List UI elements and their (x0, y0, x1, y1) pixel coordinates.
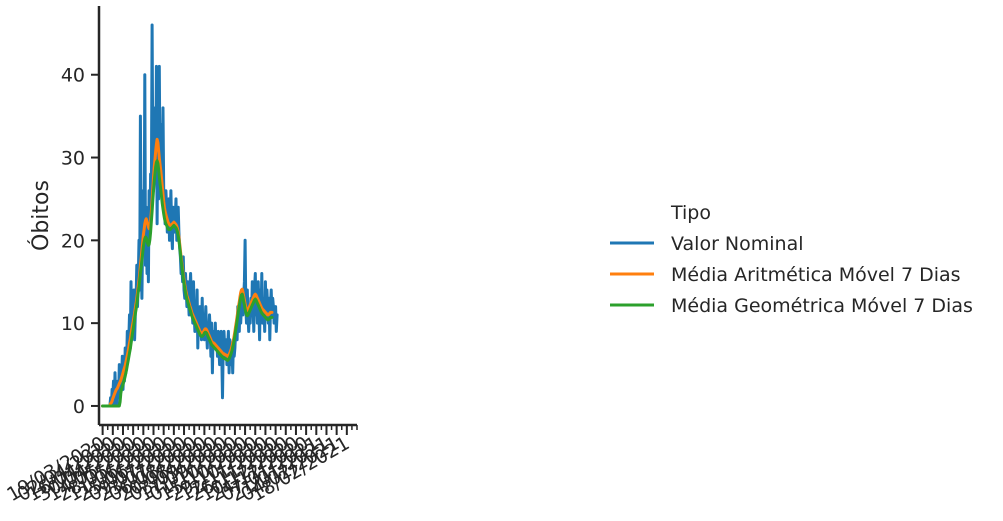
plot-area (101, 23, 279, 408)
y-axis-title: Óbitos (28, 180, 54, 251)
legend: Tipo Valor Nominal Média Aritmética Móvel … (610, 202, 973, 317)
legend-label-0: Valor Nominal (671, 233, 804, 255)
legend-title: Tipo (670, 202, 711, 224)
series-line-2 (101, 159, 274, 408)
y-tick-label: 30 (61, 148, 85, 170)
y-tick-label: 20 (61, 230, 85, 252)
y-tick-label: 40 (61, 65, 85, 87)
legend-label-2: Média Geométrica Móvel 7 Dias (671, 295, 973, 317)
legend-label-1: Média Aritmética Móvel 7 Dias (671, 264, 961, 286)
y-tick-label: 10 (61, 313, 85, 335)
y-tick-label: 0 (73, 396, 85, 418)
